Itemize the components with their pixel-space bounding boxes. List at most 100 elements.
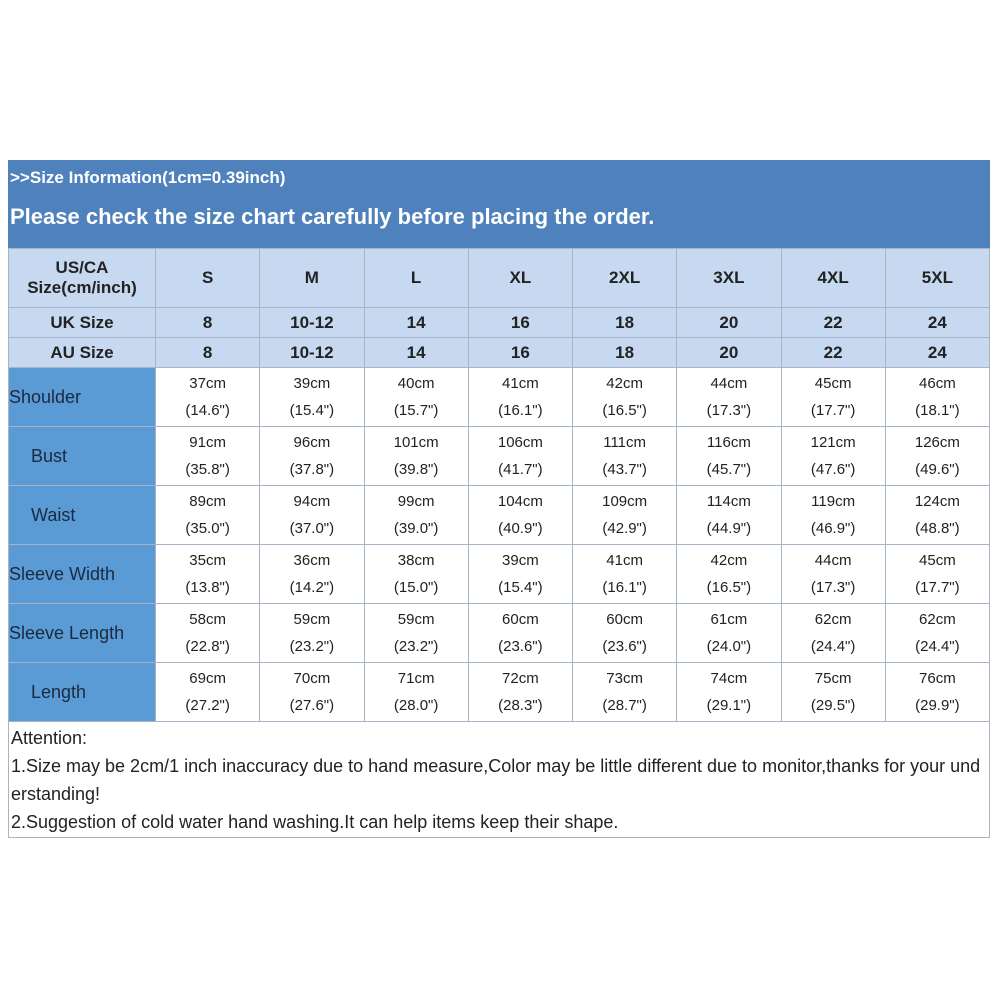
cm-value: 89cm — [189, 493, 226, 510]
size-cell: 18 — [571, 337, 678, 368]
value-cell: 114cm (44.9") — [676, 485, 782, 545]
value-cell: 111cm (43.7") — [571, 426, 678, 486]
size-cell: 10-12 — [259, 337, 365, 368]
value-cell: 96cm (37.8") — [259, 426, 365, 486]
cm-value: 73cm — [606, 670, 643, 687]
value-cell: 44cm (17.3") — [780, 544, 886, 604]
size-cell: 22 — [780, 307, 886, 338]
size-cell: 18 — [571, 307, 678, 338]
cm-value: 76cm — [919, 670, 956, 687]
value-cell: 42cm (16.5") — [571, 367, 678, 427]
inch-value: (24.4") — [915, 638, 960, 655]
inch-value: (46.9") — [810, 520, 856, 537]
header-row: US/CA Size(cm/inch) S M L XL 2XL 3XL 4XL 5XL — [8, 248, 991, 308]
value-cell: 106cm (41.7") — [467, 426, 574, 486]
value-cell: 37cm (14.6") — [154, 367, 261, 427]
label-text: Bust — [31, 445, 68, 466]
row-label: Sleeve Length — [8, 603, 156, 663]
value-cell: 46cm (18.1") — [884, 367, 991, 427]
value-cell: 116cm (45.7") — [676, 426, 782, 486]
size-chart: >>Size Information(1cm=0.39inch) Please … — [8, 160, 991, 838]
label-text: Waist — [31, 504, 76, 525]
value-cell: 36cm (14.2") — [259, 544, 365, 604]
value-cell: 39cm (15.4") — [467, 544, 574, 604]
cm-value: 74cm — [710, 670, 748, 687]
cm-value: 91cm — [189, 434, 226, 451]
cm-value: 99cm — [397, 493, 435, 510]
inch-value: (40.9") — [498, 520, 543, 537]
notes: Attention: 1.Size may be 2cm/1 inch inacc… — [8, 722, 990, 838]
inch-value: (16.5") — [602, 402, 647, 419]
value-cell: 69cm (27.2") — [154, 662, 261, 722]
cm-value: 42cm — [606, 375, 643, 392]
value-cell: 70cm (27.6") — [259, 662, 365, 722]
note-item: 2.Suggestion of cold water hand washing.… — [11, 812, 619, 832]
cm-value: 42cm — [710, 552, 748, 569]
inch-value: (35.0") — [185, 520, 230, 537]
cm-value: 104cm — [497, 493, 543, 510]
size-cell: M — [259, 248, 365, 308]
cm-value: 45cm — [919, 552, 956, 569]
value-cell: 91cm (35.8") — [154, 426, 261, 486]
inch-value: (37.0") — [289, 520, 335, 537]
cm-value: 60cm — [606, 611, 643, 628]
value-cell: 101cm (39.8") — [363, 426, 469, 486]
inch-value: (23.6") — [498, 638, 543, 655]
value-cell: 41cm (16.1") — [571, 544, 678, 604]
size-info: >>Size Information(1cm=0.39inch) — [10, 168, 286, 187]
inch-value: (28.0") — [393, 697, 439, 714]
inch-value: (27.2") — [185, 697, 230, 714]
cm-value: 75cm — [814, 670, 852, 687]
inch-value: (14.6") — [185, 402, 230, 419]
value-cell: 45cm (17.7") — [780, 367, 886, 427]
value-cell: 61cm (24.0") — [676, 603, 782, 663]
inch-value: (35.8") — [185, 461, 230, 478]
value-cell: 59cm (23.2") — [259, 603, 365, 663]
inch-value: (37.8") — [289, 461, 335, 478]
measure-row: Waist 89cm (35.0") 94cm (37.0") 99cm (39.0") 10… — [8, 485, 991, 545]
value-cell: 60cm (23.6") — [571, 603, 678, 663]
size-cell: 4XL — [780, 248, 886, 308]
value-cell: 126cm (49.6") — [884, 426, 991, 486]
row-label: Waist — [8, 485, 156, 545]
value-cell: 44cm (17.3") — [676, 367, 782, 427]
size-table: US/CA Size(cm/inch) S M L XL 2XL 3XL 4XL 5XL UK S… — [8, 248, 991, 722]
inch-value: (17.3") — [810, 579, 856, 596]
note-item: 1.Size may be 2cm/1 inch inaccuracy due … — [11, 756, 981, 804]
inch-value: (47.6") — [810, 461, 856, 478]
value-cell: 121cm (47.6") — [780, 426, 886, 486]
cm-value: 59cm — [293, 611, 331, 628]
cm-value: 41cm — [606, 552, 643, 569]
cm-value: 39cm — [502, 552, 539, 569]
inch-value: (39.8") — [393, 461, 439, 478]
cm-value: 58cm — [189, 611, 226, 628]
value-cell: 62cm (24.4") — [780, 603, 886, 663]
label-text: Shoulder — [9, 386, 82, 407]
cm-value: 109cm — [602, 493, 648, 510]
cm-value: 124cm — [914, 493, 960, 510]
inch-value: (17.3") — [706, 402, 752, 419]
cm-value: 126cm — [914, 434, 960, 451]
inch-value: (23.2") — [289, 638, 335, 655]
au-row: AU Size 8 10-12 14 16 18 20 22 24 — [8, 337, 991, 368]
inch-value: (14.2") — [289, 579, 335, 596]
value-cell: 38cm (15.0") — [363, 544, 469, 604]
measure-row: Shoulder 37cm (14.6") 39cm (15.4") 40cm (15.7"… — [8, 367, 991, 427]
corner-cell: US/CA Size(cm/inch) — [8, 248, 156, 308]
cm-value: 121cm — [810, 434, 856, 451]
label-text: Length — [31, 681, 87, 702]
size-cell: 16 — [467, 307, 574, 338]
cm-value: 39cm — [293, 375, 331, 392]
value-cell: 99cm (39.0") — [363, 485, 469, 545]
cm-value: 45cm — [814, 375, 852, 392]
row-label: Bust — [8, 426, 156, 486]
size-cell: 14 — [363, 337, 469, 368]
inch-value: (15.0") — [393, 579, 439, 596]
size-cell: 22 — [780, 337, 886, 368]
chart-header: >>Size Information(1cm=0.39inch) Please … — [8, 160, 990, 248]
inch-value: (24.4") — [810, 638, 856, 655]
size-cell: 24 — [884, 307, 991, 338]
size-cell: 2XL — [571, 248, 678, 308]
cm-value: 44cm — [814, 552, 852, 569]
inch-value: (15.4") — [289, 402, 335, 419]
